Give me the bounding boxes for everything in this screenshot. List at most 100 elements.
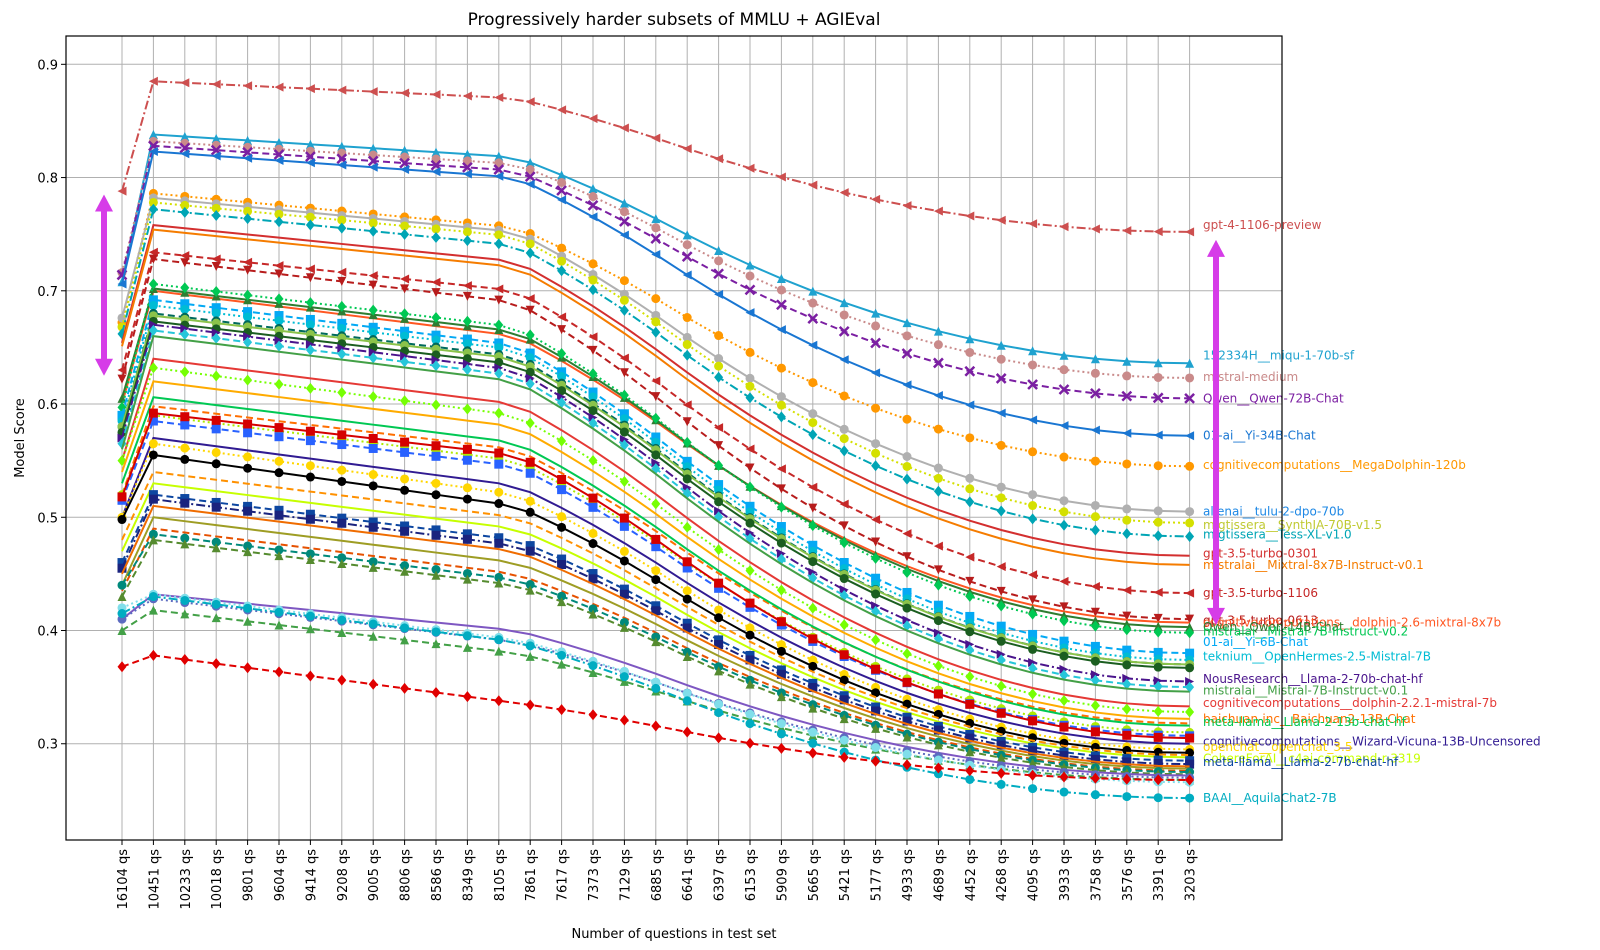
series-marker (557, 177, 567, 187)
series-marker (557, 386, 567, 396)
series-line (121, 593, 1190, 777)
series-marker (776, 548, 786, 558)
series-marker (965, 627, 975, 637)
series-marker (1028, 501, 1038, 511)
series-marker (462, 403, 472, 415)
series-marker (682, 688, 692, 698)
x-tick-label: 5665 qs (807, 849, 822, 901)
series-marker (871, 403, 881, 413)
series-marker (745, 481, 755, 493)
series-marker (1153, 662, 1163, 672)
series-marker (462, 149, 472, 159)
series-marker (368, 443, 378, 453)
series-marker (902, 529, 912, 539)
series-marker (211, 447, 221, 457)
x-tick-label: 16104 qs (116, 849, 131, 910)
series-marker (305, 314, 315, 324)
series-marker (745, 709, 755, 719)
series-marker (274, 505, 284, 515)
series-marker (462, 455, 472, 465)
series-marker (274, 137, 284, 147)
series-line (121, 304, 1190, 661)
series-marker (933, 463, 943, 473)
series-marker (745, 528, 755, 538)
series-marker (996, 740, 1006, 750)
series-marker (274, 311, 284, 321)
series-marker (745, 518, 755, 528)
series-marker (431, 355, 441, 365)
series-marker (650, 233, 662, 245)
series-marker (211, 370, 221, 382)
series-marker (1185, 622, 1195, 632)
series-marker (1028, 746, 1038, 756)
series-marker (180, 304, 190, 314)
series-marker (681, 251, 693, 263)
series-marker (368, 347, 378, 357)
series-marker (714, 640, 724, 650)
series-marker (808, 378, 818, 388)
series-marker (1153, 517, 1163, 527)
series-marker (1122, 611, 1132, 621)
series-marker (871, 743, 881, 753)
series-marker (1090, 607, 1100, 617)
series-marker (808, 503, 818, 513)
x-tick-label: 6153 qs (744, 849, 759, 901)
series-marker (588, 502, 598, 512)
x-tick-label: 5177 qs (870, 849, 885, 901)
series-marker (431, 147, 441, 157)
series-marker (400, 447, 410, 457)
series-marker (337, 348, 347, 360)
series-marker (808, 567, 818, 577)
series-marker (1185, 733, 1195, 743)
series-marker (1153, 530, 1163, 542)
series-marker (965, 611, 975, 621)
series-marker (431, 167, 441, 177)
series-marker (619, 207, 629, 217)
series-marker (243, 501, 253, 511)
series-marker (714, 708, 724, 718)
series-marker (933, 424, 943, 434)
series-marker (808, 520, 818, 532)
series-marker (682, 521, 692, 533)
series-marker (368, 557, 378, 567)
series-marker (1121, 390, 1133, 402)
series-marker (965, 433, 975, 443)
series-marker (776, 729, 786, 739)
x-tick-label: 9414 qs (304, 849, 319, 901)
series-marker (1059, 787, 1069, 797)
series-marker (776, 363, 786, 373)
series-marker (494, 363, 504, 373)
series-marker (180, 539, 190, 549)
series-marker (117, 563, 127, 573)
series-marker (494, 572, 504, 582)
series-marker (274, 216, 284, 228)
series-marker (996, 440, 1006, 450)
series-marker (1153, 793, 1163, 803)
series-marker (211, 459, 221, 469)
series-marker (337, 513, 347, 523)
x-tick-label: 3576 qs (1121, 849, 1136, 901)
series-marker (274, 510, 284, 520)
series-marker (148, 649, 158, 661)
series-marker (148, 324, 158, 336)
series-marker (431, 478, 441, 488)
series-marker (117, 626, 127, 636)
series-marker (400, 682, 410, 694)
series-marker (588, 709, 598, 721)
series-marker (400, 331, 410, 341)
series-marker (368, 218, 378, 228)
series-marker (839, 751, 849, 763)
series-marker (431, 360, 441, 372)
series-marker (1153, 621, 1163, 631)
series-marker (808, 602, 818, 614)
series-marker (525, 239, 535, 249)
series-marker (965, 211, 975, 221)
series-marker (965, 699, 975, 709)
x-tick-label: 3933 qs (1058, 849, 1073, 901)
series-marker (965, 774, 975, 784)
series-marker (243, 265, 253, 275)
series-marker (117, 186, 127, 196)
series-marker (587, 200, 599, 211)
series-marker (305, 436, 315, 446)
series-marker (682, 400, 692, 410)
